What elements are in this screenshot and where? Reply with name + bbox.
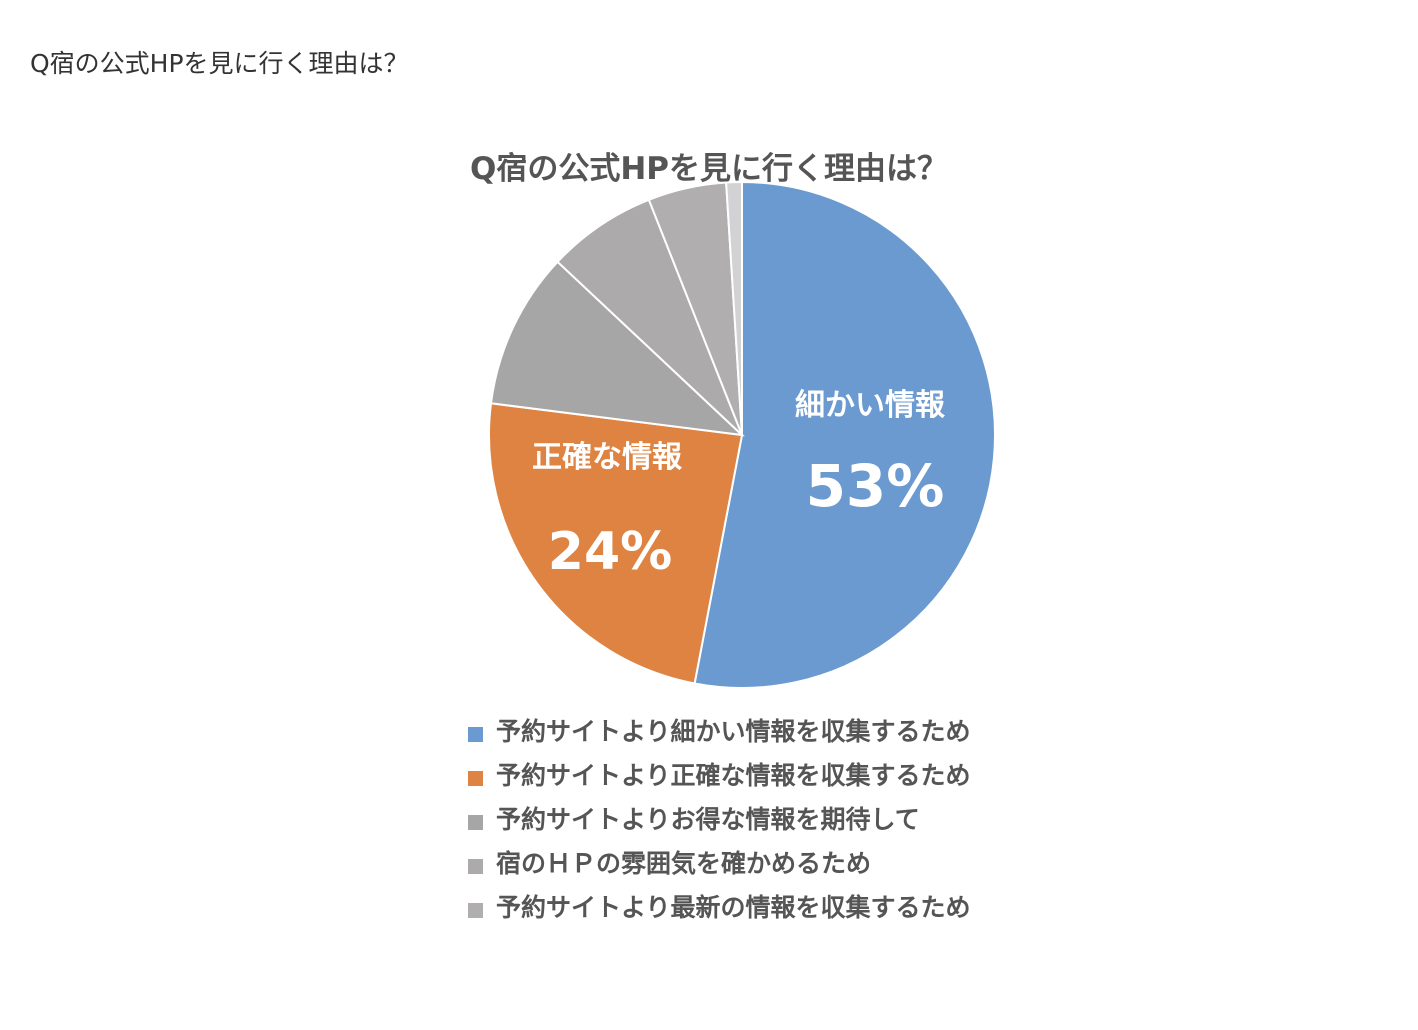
legend: 予約サイトより細かい情報を収集するため 予約サイトより正確な情報を収集するため … xyxy=(468,708,971,928)
legend-label: 予約サイトよりお得な情報を期待して xyxy=(496,805,920,834)
legend-swatch xyxy=(468,726,483,742)
legend-item: 予約サイトよりお得な情報を期待して xyxy=(468,796,971,840)
pie-slice xyxy=(725,180,743,436)
legend-label: 予約サイトより細かい情報を収集するため xyxy=(496,717,971,746)
pie-slice xyxy=(489,260,745,437)
legend-item: 予約サイトより正確な情報を収集するため xyxy=(468,752,971,796)
legend-item: 宿のＨＰの雰囲気を確かめるため xyxy=(468,840,971,884)
legend-swatch xyxy=(468,858,483,874)
legend-label: 予約サイトより正確な情報を収集するため xyxy=(496,761,971,790)
slice-percent-label: 53% xyxy=(806,452,945,520)
legend-swatch xyxy=(468,814,483,830)
legend-label: 宿のＨＰの雰囲気を確かめるため xyxy=(496,849,872,878)
pie-slice xyxy=(693,180,996,689)
legend-label: 予約サイトより最新の情報を収集するため xyxy=(496,893,971,922)
legend-swatch xyxy=(468,770,483,786)
legend-swatch xyxy=(468,902,483,918)
slice-label: 正確な情報 xyxy=(532,440,683,475)
pie-slice xyxy=(488,402,744,685)
page-title: Q宿の公式HPを見に行く理由は？ xyxy=(30,49,409,78)
slice-label: 細かい情報 xyxy=(795,388,946,423)
chart-title: Q宿の公式HPを見に行く理由は？ xyxy=(469,151,949,187)
pie-slice xyxy=(556,198,743,436)
legend-item: 予約サイトより細かい情報を収集するため xyxy=(468,708,971,752)
slice-percent-label: 24% xyxy=(548,522,672,582)
legend-item: 予約サイトより最新の情報を収集するため xyxy=(468,884,971,928)
